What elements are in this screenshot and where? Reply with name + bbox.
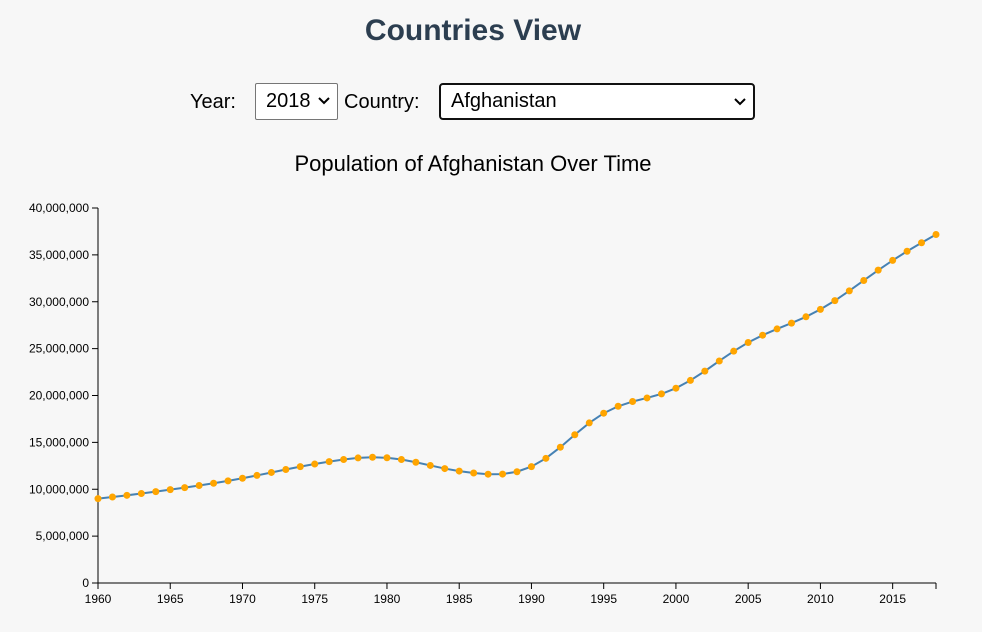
data-point <box>643 394 651 402</box>
data-point <box>195 482 203 490</box>
data-point <box>759 331 767 339</box>
data-point <box>499 470 507 478</box>
data-point <box>701 367 709 375</box>
data-point <box>210 479 218 487</box>
data-point <box>354 454 362 462</box>
x-tick-label: 2010 <box>807 592 834 606</box>
data-point <box>845 287 853 295</box>
data-point <box>224 477 232 485</box>
page-title: Countries View <box>364 14 582 47</box>
data-point <box>253 471 261 479</box>
data-point <box>441 465 449 473</box>
year-label: Year: <box>190 91 236 113</box>
y-tick-label: 30,000,000 <box>29 295 89 309</box>
data-point <box>152 488 160 496</box>
data-point <box>686 376 694 384</box>
data-point <box>860 276 868 284</box>
x-tick-label: 2015 <box>879 592 906 606</box>
data-point <box>513 468 521 476</box>
x-tick-label: 2000 <box>663 592 690 606</box>
data-point <box>802 313 810 321</box>
y-tick-label: 5,000,000 <box>36 529 90 543</box>
data-point <box>325 458 333 466</box>
data-point <box>296 463 304 471</box>
data-point <box>730 347 738 355</box>
data-point <box>542 454 550 462</box>
data-point <box>238 474 246 482</box>
data-point <box>889 256 897 264</box>
country-label: Country: <box>344 91 420 113</box>
chevron-down-icon <box>318 97 330 105</box>
data-point <box>918 239 926 247</box>
x-tick-label: 1995 <box>590 592 617 606</box>
data-point <box>426 461 434 469</box>
data-point <box>715 357 723 365</box>
chart-title: Population of Afghanistan Over Time <box>294 151 652 176</box>
x-tick-label: 1975 <box>301 592 328 606</box>
y-tick-label: 40,000,000 <box>29 201 89 215</box>
data-point <box>629 398 637 406</box>
data-point <box>932 231 940 239</box>
x-tick-label: 1970 <box>229 592 256 606</box>
country-select-value: Afghanistan <box>451 90 557 112</box>
data-point <box>571 431 579 439</box>
data-point <box>369 453 377 461</box>
data-point <box>556 443 564 451</box>
x-tick-label: 1960 <box>85 592 112 606</box>
y-tick-label: 25,000,000 <box>29 342 89 356</box>
data-point <box>600 409 608 417</box>
x-tick-label: 2005 <box>735 592 762 606</box>
y-tick-label: 15,000,000 <box>29 435 89 449</box>
data-point <box>383 454 391 462</box>
data-point <box>108 493 116 501</box>
data-point <box>412 458 420 466</box>
data-point <box>282 465 290 473</box>
data-point <box>773 325 781 333</box>
x-tick-label: 1965 <box>157 592 184 606</box>
country-select[interactable]: Afghanistan <box>439 83 755 120</box>
y-tick-label: 0 <box>82 576 89 590</box>
data-point <box>816 305 824 313</box>
data-point <box>94 495 102 503</box>
data-point <box>527 463 535 471</box>
data-point <box>874 266 882 274</box>
data-point <box>166 486 174 494</box>
year-select[interactable]: 2018 <box>255 83 338 120</box>
data-point <box>181 484 189 492</box>
year-select-value: 2018 <box>266 90 311 112</box>
data-point <box>788 319 796 327</box>
data-point <box>614 402 622 410</box>
filter-controls: Year: 2018 Country: Afghanistan <box>0 83 946 121</box>
data-point <box>585 419 593 427</box>
y-tick-label: 35,000,000 <box>29 248 89 262</box>
data-point <box>672 384 680 392</box>
data-point <box>137 490 145 498</box>
data-point <box>267 468 275 476</box>
data-point <box>340 456 348 464</box>
data-point <box>484 470 492 478</box>
data-point <box>470 469 478 477</box>
data-point <box>657 390 665 398</box>
series-line <box>97 233 937 500</box>
y-tick-label: 10,000,000 <box>29 482 89 496</box>
data-point <box>123 491 131 499</box>
x-tick-label: 1985 <box>446 592 473 606</box>
x-tick-label: 1980 <box>374 592 401 606</box>
data-point <box>311 460 319 468</box>
data-point <box>831 297 839 305</box>
x-tick-label: 1990 <box>518 592 545 606</box>
data-point <box>744 338 752 346</box>
data-point <box>397 456 405 464</box>
y-tick-label: 20,000,000 <box>29 389 89 403</box>
data-point <box>455 467 463 475</box>
chevron-down-icon <box>734 98 746 106</box>
data-point <box>903 247 911 255</box>
